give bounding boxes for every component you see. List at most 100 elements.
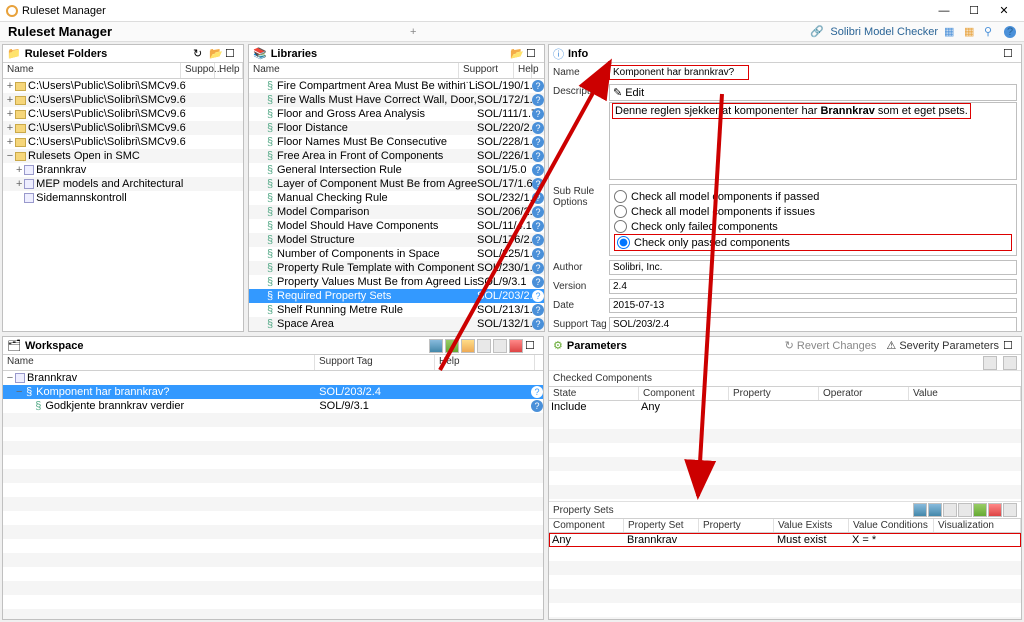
tree-item[interactable]: +MEP models and Architectural model: [3, 177, 243, 191]
rule-help-icon[interactable]: ?: [532, 108, 544, 120]
library-rule-item[interactable]: Free Area in Front of ComponentsSOL/226/…: [249, 149, 544, 163]
column-header[interactable]: Value Conditions: [849, 519, 934, 532]
column-header[interactable]: Value Exists: [774, 519, 849, 532]
rule-help-icon[interactable]: ?: [532, 262, 544, 274]
radio-input[interactable]: [614, 190, 627, 203]
maximize-button[interactable]: ☐: [960, 2, 988, 20]
subrule-radio[interactable]: Check all model components if passed: [614, 189, 1012, 204]
library-rule-item[interactable]: Manual Checking RuleSOL/232/1.0?: [249, 191, 544, 205]
column-header[interactable]: Name: [249, 63, 459, 78]
tree-item[interactable]: Sidemannskontroll: [3, 191, 243, 205]
maximize-panel-icon[interactable]: ☐: [526, 47, 540, 61]
rule-help-icon[interactable]: ?: [532, 234, 544, 246]
open-folder-icon[interactable]: 📂: [209, 47, 223, 61]
maximize-panel-icon[interactable]: ☐: [1003, 47, 1017, 61]
severity-button[interactable]: ⚠ Severity Parameters: [886, 339, 999, 352]
ps-tool-6[interactable]: [988, 503, 1002, 517]
edit-desc-button[interactable]: ✎ Edit: [609, 84, 1017, 101]
ps-tool-2[interactable]: [928, 503, 942, 517]
radio-input[interactable]: [614, 205, 627, 218]
tool-icon-3[interactable]: ⚲: [984, 25, 998, 39]
tree-item[interactable]: −Rulesets Open in SMC: [3, 149, 243, 163]
help-icon[interactable]: ?: [1004, 26, 1016, 38]
workspace-item[interactable]: −Komponent har brannkrav?SOL/203/2.4?: [3, 385, 543, 399]
column-header[interactable]: State: [549, 387, 639, 400]
workspace-item[interactable]: Godkjente brannkrav verdierSOL/9/3.1?: [3, 399, 543, 413]
name-field[interactable]: Komponent har brannkrav?: [609, 65, 749, 80]
rule-help-icon[interactable]: ?: [532, 192, 544, 204]
param-tool-1[interactable]: [983, 356, 997, 370]
library-rule-item[interactable]: Floor Names Must Be ConsecutiveSOL/228/1…: [249, 135, 544, 149]
tree-item[interactable]: +C:\Users\Public\Solibri\SMCv9.6\RuleSet…: [3, 93, 243, 107]
library-rule-item[interactable]: Floor and Gross Area AnalysisSOL/111/1.7…: [249, 107, 544, 121]
maximize-panel-icon[interactable]: ☐: [1003, 339, 1017, 353]
rule-help-icon[interactable]: ?: [531, 386, 543, 398]
library-rule-item[interactable]: General Intersection RuleSOL/1/5.0?: [249, 163, 544, 177]
library-rule-item[interactable]: Property Values Must Be from Agreed List…: [249, 275, 544, 289]
tree-item[interactable]: +C:\Users\Public\Solibri\SMCv9.6\RuleSet…: [3, 79, 243, 93]
rule-help-icon[interactable]: ?: [532, 94, 544, 106]
version-field[interactable]: 2.4: [609, 279, 1017, 294]
ws-tool-6[interactable]: [509, 339, 523, 353]
library-rule-item[interactable]: Required Property SetsSOL/203/2.4?: [249, 289, 544, 303]
ps-tool-5[interactable]: [973, 503, 987, 517]
ps-tool-3[interactable]: [943, 503, 957, 517]
param-tool-2[interactable]: [1003, 356, 1017, 370]
library-rule-item[interactable]: Fire Walls Must Have Correct Wall, Door,…: [249, 93, 544, 107]
tool-icon-1[interactable]: ▦: [944, 25, 958, 39]
open-lib-icon[interactable]: 📂: [510, 47, 524, 61]
column-header[interactable]: Property: [729, 387, 819, 400]
subrule-radio[interactable]: Check only passed components: [614, 234, 1012, 251]
library-rule-item[interactable]: Model ComparisonSOL/206/2.1?: [249, 205, 544, 219]
ws-tool-3[interactable]: [461, 339, 475, 353]
rule-help-icon[interactable]: ?: [531, 400, 543, 412]
rule-help-icon[interactable]: ?: [532, 136, 544, 148]
column-header[interactable]: Visualization: [934, 519, 1021, 532]
column-header[interactable]: Component: [549, 519, 624, 532]
column-header[interactable]: Help: [514, 63, 532, 78]
rule-help-icon[interactable]: ?: [532, 164, 544, 176]
column-header[interactable]: Help: [215, 63, 243, 78]
rule-help-icon[interactable]: ?: [532, 80, 544, 92]
column-header[interactable]: Component: [639, 387, 729, 400]
rule-help-icon[interactable]: ?: [532, 122, 544, 134]
library-rule-item[interactable]: Property Rule Template with Component Fi…: [249, 261, 544, 275]
library-rule-item[interactable]: Floor DistanceSOL/220/2.1?: [249, 121, 544, 135]
maximize-panel-icon[interactable]: ☐: [525, 339, 539, 353]
library-rule-item[interactable]: Layer of Component Must Be from Agreed L…: [249, 177, 544, 191]
column-header[interactable]: Name: [3, 63, 181, 78]
column-header[interactable]: Support Tag: [315, 355, 435, 370]
column-header[interactable]: Support ...: [459, 63, 514, 78]
column-header[interactable]: Property Set: [624, 519, 699, 532]
ws-tool-5[interactable]: [493, 339, 507, 353]
column-header[interactable]: Property: [699, 519, 774, 532]
checked-row[interactable]: Include Any: [549, 401, 1021, 415]
refresh-icon[interactable]: ↻: [193, 47, 207, 61]
library-rule-item[interactable]: Model Should Have ComponentsSOL/11/4.1?: [249, 219, 544, 233]
rule-help-icon[interactable]: ?: [532, 248, 544, 260]
tree-item[interactable]: +C:\Users\Public\Solibri\SMCv9.6\RuleSet…: [3, 107, 243, 121]
column-header[interactable]: Suppo...: [181, 63, 215, 78]
date-field[interactable]: 2015-07-13: [609, 298, 1017, 313]
rule-help-icon[interactable]: ?: [532, 276, 544, 288]
rule-help-icon[interactable]: ?: [532, 220, 544, 232]
revert-button[interactable]: ↻ Revert Changes: [785, 339, 877, 352]
radio-input[interactable]: [617, 236, 630, 249]
column-header[interactable]: Name: [3, 355, 315, 370]
ws-tool-1[interactable]: [429, 339, 443, 353]
library-rule-item[interactable]: Shelf Running Metre RuleSOL/213/1.2?: [249, 303, 544, 317]
radio-input[interactable]: [614, 220, 627, 233]
minimize-button[interactable]: —: [930, 2, 958, 20]
rule-help-icon[interactable]: ?: [532, 318, 544, 330]
ps-tool-4[interactable]: [958, 503, 972, 517]
ws-tool-4[interactable]: [477, 339, 491, 353]
maximize-panel-icon[interactable]: ☐: [225, 47, 239, 61]
library-rule-item[interactable]: Space AreaSOL/132/1.3?: [249, 317, 544, 331]
close-button[interactable]: ✕: [990, 2, 1018, 20]
tree-item[interactable]: +C:\Users\Public\Solibri\SMCv9.6\RuleSet…: [3, 121, 243, 135]
author-field[interactable]: Solibri, Inc.: [609, 260, 1017, 275]
tool-icon-2[interactable]: ▦: [964, 25, 978, 39]
rule-help-icon[interactable]: ?: [532, 178, 544, 190]
library-rule-item[interactable]: Number of Components in SpaceSOL/225/1.1…: [249, 247, 544, 261]
tree-item[interactable]: +C:\Users\Public\Solibri\SMCv9.6\RuleSet…: [3, 135, 243, 149]
